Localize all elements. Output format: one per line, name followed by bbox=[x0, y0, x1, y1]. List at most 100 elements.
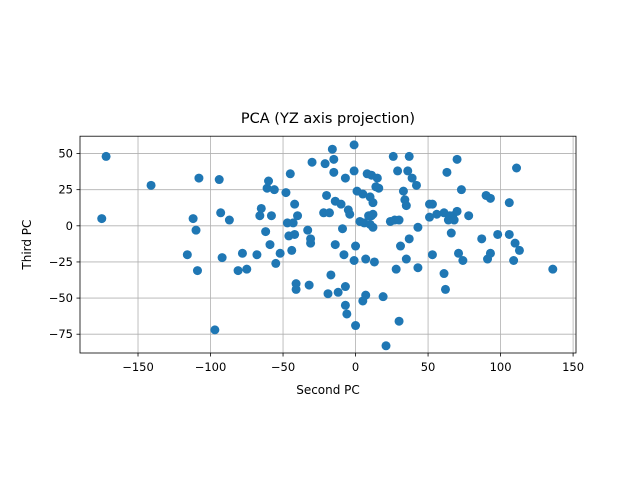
data-point bbox=[340, 300, 350, 310]
y-tick-label: 25 bbox=[58, 183, 73, 197]
data-point bbox=[216, 208, 226, 218]
y-axis-label: Third PC bbox=[20, 220, 34, 271]
data-point bbox=[439, 269, 449, 279]
data-point bbox=[264, 176, 274, 186]
data-point bbox=[345, 209, 355, 219]
data-point bbox=[427, 250, 437, 260]
data-point bbox=[442, 167, 452, 177]
data-point bbox=[255, 211, 265, 221]
data-point bbox=[349, 166, 359, 176]
data-point bbox=[388, 151, 398, 161]
data-point bbox=[349, 140, 359, 150]
data-point bbox=[413, 222, 423, 232]
x-tick-label: 50 bbox=[421, 360, 436, 374]
data-point bbox=[427, 199, 437, 209]
data-point bbox=[504, 198, 514, 208]
data-point bbox=[510, 238, 520, 248]
data-point bbox=[361, 254, 371, 264]
data-point bbox=[493, 229, 503, 239]
data-point bbox=[101, 151, 111, 161]
data-point bbox=[275, 248, 285, 258]
data-point bbox=[342, 309, 352, 319]
data-point bbox=[368, 209, 378, 219]
data-point bbox=[504, 229, 514, 239]
data-point bbox=[97, 214, 107, 224]
data-point bbox=[262, 183, 272, 193]
data-point bbox=[287, 245, 297, 255]
data-point bbox=[266, 211, 276, 221]
plot-frame bbox=[79, 135, 577, 354]
data-point bbox=[452, 154, 462, 164]
data-point bbox=[323, 289, 333, 299]
data-point bbox=[512, 163, 522, 173]
data-point bbox=[425, 212, 435, 222]
data-point bbox=[192, 266, 202, 276]
y-tick-label: −75 bbox=[49, 327, 73, 341]
data-point bbox=[368, 222, 378, 232]
data-point bbox=[329, 154, 339, 164]
data-point bbox=[404, 234, 414, 244]
data-point bbox=[464, 211, 474, 221]
data-point bbox=[396, 241, 406, 251]
data-point bbox=[369, 257, 379, 267]
y-tick-label: −50 bbox=[49, 291, 73, 305]
data-point bbox=[224, 215, 234, 225]
data-point bbox=[242, 264, 252, 274]
data-point bbox=[269, 185, 279, 195]
x-tick-label: 150 bbox=[562, 360, 584, 374]
data-point bbox=[340, 282, 350, 292]
data-point bbox=[333, 287, 343, 297]
data-point bbox=[393, 166, 403, 176]
data-point bbox=[432, 209, 442, 219]
data-point bbox=[233, 266, 243, 276]
data-point bbox=[288, 218, 298, 228]
data-point bbox=[372, 173, 382, 183]
data-point bbox=[265, 240, 275, 250]
data-point bbox=[548, 264, 558, 274]
data-point bbox=[440, 284, 450, 294]
data-point bbox=[306, 234, 316, 244]
data-point bbox=[358, 189, 368, 199]
x-tick-label: −150 bbox=[122, 360, 154, 374]
data-point bbox=[378, 292, 388, 302]
data-point bbox=[404, 151, 414, 161]
data-point bbox=[303, 225, 313, 235]
data-point bbox=[210, 325, 220, 335]
data-point bbox=[290, 229, 300, 239]
data-point bbox=[252, 250, 262, 260]
data-point bbox=[339, 250, 349, 260]
data-point bbox=[285, 169, 295, 179]
data-point bbox=[401, 254, 411, 264]
data-point bbox=[452, 206, 462, 216]
data-point bbox=[194, 173, 204, 183]
data-point bbox=[326, 270, 336, 280]
data-point bbox=[340, 173, 350, 183]
data-point bbox=[351, 241, 361, 251]
data-point bbox=[391, 264, 401, 274]
data-point bbox=[401, 201, 411, 211]
data-point bbox=[381, 341, 391, 351]
data-point bbox=[485, 248, 495, 258]
data-point bbox=[320, 159, 330, 169]
x-tick-label: −50 bbox=[271, 360, 295, 374]
data-point bbox=[477, 234, 487, 244]
data-point bbox=[256, 203, 266, 213]
x-tick-label: −100 bbox=[195, 360, 227, 374]
y-tick-label: −25 bbox=[49, 255, 73, 269]
data-point bbox=[411, 180, 421, 190]
data-point bbox=[338, 224, 348, 234]
data-point bbox=[374, 183, 384, 193]
data-points bbox=[97, 140, 558, 351]
data-point bbox=[349, 255, 359, 265]
data-point bbox=[322, 190, 332, 200]
data-point bbox=[403, 166, 413, 176]
data-point bbox=[188, 214, 198, 224]
y-tick-label: 0 bbox=[66, 219, 73, 233]
axis-ticks: −150 −100 −50 0 50 100 150 −75 −50 −25 0 25 50 bbox=[49, 147, 584, 374]
data-point bbox=[290, 199, 300, 209]
data-point bbox=[368, 198, 378, 208]
data-point bbox=[398, 186, 408, 196]
grid bbox=[80, 136, 576, 353]
data-point bbox=[394, 215, 404, 225]
